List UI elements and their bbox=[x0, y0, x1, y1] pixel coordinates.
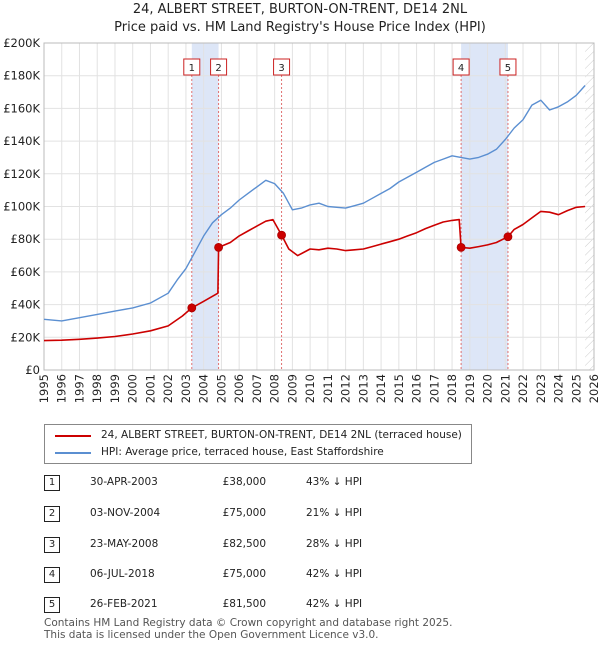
x-tick-label: 2006 bbox=[232, 374, 246, 403]
sale-point bbox=[503, 232, 513, 242]
table-row: 3 23-MAY-2008 £82,500 28% ↓ HPI bbox=[44, 537, 484, 555]
row-hpi-diff: 43% ↓ HPI bbox=[306, 476, 363, 488]
x-tick-label: 1997 bbox=[72, 374, 86, 403]
x-tick-label: 2013 bbox=[356, 374, 370, 403]
row-price: £81,500 bbox=[222, 598, 266, 610]
transaction-marker-box bbox=[273, 58, 291, 76]
transaction-marker-label: 1 bbox=[189, 63, 195, 74]
row-number-badge: 5 bbox=[44, 597, 60, 613]
row-number-badge: 3 bbox=[44, 537, 60, 553]
y-tick-label: £20K bbox=[11, 330, 41, 344]
row-price: £75,000 bbox=[222, 507, 266, 519]
sale-point bbox=[214, 242, 223, 252]
row-price: £82,500 bbox=[222, 538, 266, 550]
x-tick-label: 2002 bbox=[161, 374, 175, 403]
x-tick-label: 2024 bbox=[552, 374, 566, 403]
x-tick-label: 2019 bbox=[463, 374, 477, 403]
row-hpi-diff: 28% ↓ HPI bbox=[306, 538, 363, 550]
x-tick-label: 2003 bbox=[179, 374, 193, 403]
row-date: 23-MAY-2008 bbox=[90, 538, 159, 550]
x-tick-label: 2026 bbox=[587, 374, 600, 403]
row-hpi-diff: 21% ↓ HPI bbox=[306, 507, 363, 519]
y-tick-label: £60K bbox=[11, 265, 41, 279]
row-hpi-diff: 42% ↓ HPI bbox=[306, 568, 363, 580]
x-tick-label: 2015 bbox=[392, 374, 406, 403]
transaction-marker-label: 3 bbox=[278, 63, 284, 74]
row-number-badge: 2 bbox=[44, 506, 60, 522]
x-tick-label: 2000 bbox=[126, 374, 140, 403]
x-tick-label: 1995 bbox=[37, 374, 51, 403]
x-tick-label: 2018 bbox=[445, 374, 459, 403]
row-date: 26-FEB-2021 bbox=[90, 598, 158, 610]
footer-attribution: Contains HM Land Registry data © Crown c… bbox=[44, 617, 452, 641]
sale-point bbox=[187, 303, 197, 313]
x-tick-label: 2011 bbox=[321, 374, 335, 403]
footer-copyright: Contains HM Land Registry data © Crown c… bbox=[44, 617, 453, 629]
x-tick-label: 2008 bbox=[268, 374, 282, 403]
x-tick-label: 2017 bbox=[427, 374, 441, 403]
transaction-marker-label: 5 bbox=[505, 63, 511, 74]
row-hpi-diff: 42% ↓ HPI bbox=[306, 598, 363, 610]
row-number-badge: 1 bbox=[44, 475, 60, 491]
x-tick-label: 2016 bbox=[410, 374, 424, 403]
x-tick-label: 1998 bbox=[90, 374, 104, 403]
table-row: 4 06-JUL-2018 £75,000 42% ↓ HPI bbox=[44, 567, 484, 585]
transaction-marker-label: 2 bbox=[215, 63, 221, 74]
x-tick-label: 2004 bbox=[197, 374, 211, 403]
transaction-marker-label: 4 bbox=[458, 63, 464, 74]
price-chart: £0 £20K £40K £60K £80K £100K £120K £140K £160K £1… bbox=[3, 36, 600, 403]
legend-swatch-property bbox=[55, 435, 91, 437]
table-row: 1 30-APR-2003 £38,000 43% ↓ HPI bbox=[44, 475, 484, 493]
chart-legend: 24, ALBERT STREET, BURTON-ON-TRENT, DE14… bbox=[44, 424, 472, 464]
x-tick-label: 2001 bbox=[143, 374, 157, 403]
row-price: £75,000 bbox=[222, 568, 266, 580]
x-tick-label: 2021 bbox=[498, 374, 512, 403]
footer-licence: This data is licensed under the Open Gov… bbox=[44, 629, 379, 641]
row-date: 30-APR-2003 bbox=[90, 476, 158, 488]
x-tick-label: 2007 bbox=[250, 374, 264, 403]
hpi-line bbox=[43, 85, 586, 322]
y-tick-label: £120K bbox=[3, 167, 40, 181]
x-tick-label: 2010 bbox=[303, 374, 317, 403]
legend-label-property: 24, ALBERT STREET, BURTON-ON-TRENT, DE14… bbox=[101, 429, 462, 441]
x-tick-label: 2009 bbox=[285, 374, 299, 403]
y-tick-label: £100K bbox=[3, 200, 40, 214]
y-tick-label: £40K bbox=[11, 298, 41, 312]
y-tick-label: £160K bbox=[3, 101, 40, 115]
transaction-marker-box bbox=[452, 58, 470, 76]
x-tick-label: 1996 bbox=[55, 374, 69, 403]
y-tick-label: £180K bbox=[3, 69, 40, 83]
row-date: 03-NOV-2004 bbox=[90, 507, 161, 519]
table-row: 5 26-FEB-2021 £81,500 42% ↓ HPI bbox=[44, 597, 484, 615]
x-tick-label: 2020 bbox=[481, 374, 495, 403]
transaction-marker-box bbox=[499, 58, 517, 76]
x-tick-label: 2012 bbox=[339, 374, 353, 403]
x-tick-label: 2022 bbox=[516, 374, 530, 403]
row-price: £38,000 bbox=[222, 476, 266, 488]
y-tick-label: £80K bbox=[11, 232, 41, 246]
row-number-badge: 4 bbox=[44, 567, 60, 583]
x-tick-label: 2025 bbox=[569, 374, 583, 403]
sale-point bbox=[277, 230, 286, 240]
table-row: 2 03-NOV-2004 £75,000 21% ↓ HPI bbox=[44, 506, 484, 524]
row-date: 06-JUL-2018 bbox=[90, 568, 155, 580]
x-tick-label: 2014 bbox=[374, 374, 388, 403]
y-tick-label: £0 bbox=[25, 363, 40, 377]
x-tick-label: 2005 bbox=[214, 374, 228, 403]
legend-swatch-hpi bbox=[55, 452, 91, 454]
chart-title-line2: Price paid vs. HM Land Registry's House … bbox=[114, 20, 486, 35]
chart-title-line1: 24, ALBERT STREET, BURTON-ON-TRENT, DE14… bbox=[132, 2, 468, 17]
transaction-marker-box bbox=[210, 58, 228, 76]
x-tick-label: 2023 bbox=[534, 374, 548, 403]
sale-point bbox=[456, 242, 466, 252]
x-tick-label: 1999 bbox=[108, 374, 122, 403]
plot-border bbox=[43, 42, 595, 371]
legend-label-hpi: HPI: Average price, terraced house, East… bbox=[101, 446, 384, 458]
transaction-marker-box bbox=[183, 58, 201, 76]
y-tick-label: £200K bbox=[3, 36, 40, 50]
y-tick-label: £140K bbox=[3, 134, 40, 148]
